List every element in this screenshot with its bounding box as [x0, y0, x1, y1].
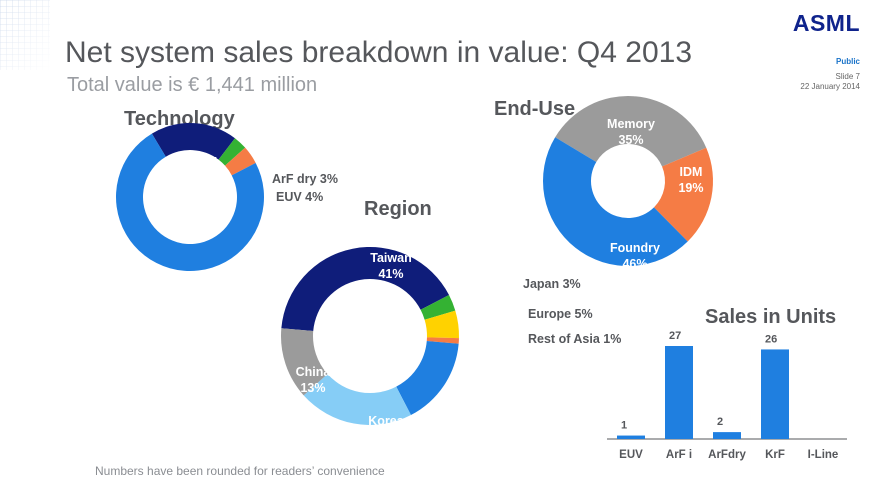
technology-slice-euv: [225, 147, 256, 176]
region-label-japan: Japan 3%: [523, 277, 581, 291]
technology-label-arf-immersion: ArF Immersion 74%: [136, 271, 224, 301]
technology-slice-arf-immersion: [116, 133, 265, 272]
units-value-krf: 26: [765, 333, 777, 345]
region-label-usa: USA 16%: [454, 371, 480, 401]
units-value-arf-i: 27: [669, 330, 681, 342]
region-label-taiwan: Taiwan 41%: [370, 251, 411, 281]
units-chart-title: Sales in Units: [705, 306, 837, 328]
classification-label: Public: [835, 57, 860, 66]
technology-slice-krf: [151, 122, 235, 160]
units-tick-i-line: I-Line: [808, 449, 839, 461]
region-donut: Taiwan 41% Japan 3% Europe 5% Rest of Asia 1…: [281, 246, 621, 444]
region-chart-title: Region: [364, 198, 432, 220]
units-tick-euv: EUV: [619, 449, 643, 461]
slide-date: 22 January 2014: [800, 82, 860, 91]
technology-chart-title: Technology: [124, 108, 235, 130]
region-slice-taiwan: [281, 246, 450, 332]
region-label-korea: Korea 21%: [368, 414, 404, 444]
region-slice-usa: [396, 340, 459, 416]
units-tick-arfdry: ArFdry: [708, 449, 746, 461]
region-label-europe: Europe 5%: [528, 307, 593, 321]
page-subtitle: Total value is € 1,441 million: [67, 74, 318, 96]
region-slice-japan: [420, 295, 456, 320]
footnote: Numbers have been rounded for readers’ c…: [95, 464, 385, 478]
end-use-chart-title: End-Use: [494, 98, 576, 120]
technology-label-krf: KrF 19%: [193, 155, 218, 185]
slide-number: Slide 7: [835, 72, 860, 81]
region-label-rest-of-asia: Rest of Asia 1%: [528, 332, 621, 346]
end-use-slice-foundry: [543, 137, 688, 266]
end-use-label-idm: IDM 19%: [678, 165, 703, 195]
region-slice-europe: [424, 310, 459, 339]
technology-slice-arf-dry: [218, 138, 246, 166]
region-slice-korea: [303, 373, 411, 425]
units-tick-arf-i: ArF i: [666, 449, 692, 461]
end-use-slice-idm: [653, 147, 713, 242]
technology-donut: KrF 19% ArF dry 3% EUV 4% ArF Immersion 74%: [116, 122, 338, 301]
asml-logo: ASML: [792, 10, 860, 36]
technology-label-euv: EUV 4%: [276, 190, 323, 204]
units-bar-arfdry: [713, 432, 741, 439]
units-value-euv: 1: [621, 420, 627, 432]
corner-decoration: [0, 0, 50, 70]
end-use-slice-memory: [555, 95, 707, 167]
region-slice-rest-of-asia: [426, 337, 459, 344]
region-label-china: China 13%: [296, 365, 332, 395]
technology-label-arf-dry: ArF dry 3%: [272, 172, 338, 186]
units-bar-krf: [761, 349, 789, 439]
units-bar-chart: 1 EUV 27 ArF i 2 ArFdry 26 KrF I-Line: [607, 330, 847, 461]
page-title: Net system sales breakdown in value: Q4 …: [65, 36, 692, 69]
units-value-arfdry: 2: [717, 416, 723, 428]
units-bar-arf-i: [665, 346, 693, 439]
end-use-donut: Memory 35% IDM 19% Foundry 46%: [543, 95, 713, 271]
units-tick-krf: KrF: [765, 449, 785, 461]
end-use-label-memory: Memory 35%: [607, 117, 655, 147]
end-use-label-foundry: Foundry 46%: [610, 241, 660, 271]
region-slice-china: [281, 328, 328, 396]
units-bar-euv: [617, 435, 645, 439]
